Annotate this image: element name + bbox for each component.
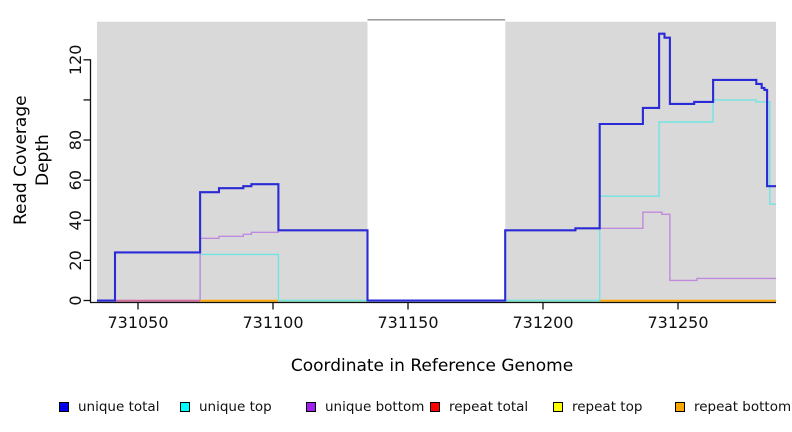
unique-total-swatch-icon bbox=[59, 402, 69, 412]
x-tick-label: 731050 bbox=[107, 313, 168, 332]
legend-item-unique-bottom: unique bottom bbox=[306, 399, 424, 415]
legend-label: unique top bbox=[199, 399, 272, 415]
masked-region bbox=[367, 19, 506, 303]
series-line-unique-total bbox=[97, 32, 776, 302]
x-tick-label: 731150 bbox=[377, 313, 438, 332]
legend-label: repeat total bbox=[449, 399, 529, 415]
y-tick-label: 20 bbox=[66, 250, 85, 270]
repeat-total-swatch-icon bbox=[430, 402, 440, 412]
covered-region-left bbox=[96, 21, 368, 303]
x-tick-label: 731100 bbox=[242, 313, 303, 332]
legend-label: unique total bbox=[78, 399, 160, 415]
unique-top-swatch-icon bbox=[180, 402, 190, 412]
legend-label: repeat top bbox=[572, 399, 643, 415]
legend-item-repeat-top: repeat top bbox=[553, 399, 642, 415]
y-tick-label: 40 bbox=[66, 210, 85, 230]
legend-item-repeat-total: repeat total bbox=[430, 399, 528, 415]
y-tick-label: 60 bbox=[66, 170, 85, 190]
y-tick-label: 120 bbox=[66, 45, 85, 76]
repeat-bottom-swatch-icon bbox=[675, 402, 685, 412]
y-tick-label: 80 bbox=[66, 130, 85, 150]
x-axis-title: Coordinate in Reference Genome bbox=[290, 356, 574, 376]
legend-item-unique-top: unique top bbox=[180, 399, 272, 415]
legend-item-unique-total: unique total bbox=[59, 399, 159, 415]
unique-bottom-swatch-icon bbox=[306, 402, 316, 412]
legend-label: unique bottom bbox=[325, 399, 425, 415]
y-tick-label: 0 bbox=[66, 295, 85, 305]
series-line-unique-top bbox=[199, 99, 776, 302]
repeat-top-swatch-icon bbox=[553, 402, 563, 412]
legend-label: repeat bottom bbox=[694, 399, 792, 415]
x-tick-label: 731200 bbox=[512, 313, 573, 332]
covered-region-right bbox=[505, 21, 777, 303]
y-axis-title: Read Coverage Depth bbox=[11, 95, 53, 225]
x-tick-label: 731250 bbox=[647, 313, 708, 332]
legend-item-repeat-bottom: repeat bottom bbox=[675, 399, 791, 415]
